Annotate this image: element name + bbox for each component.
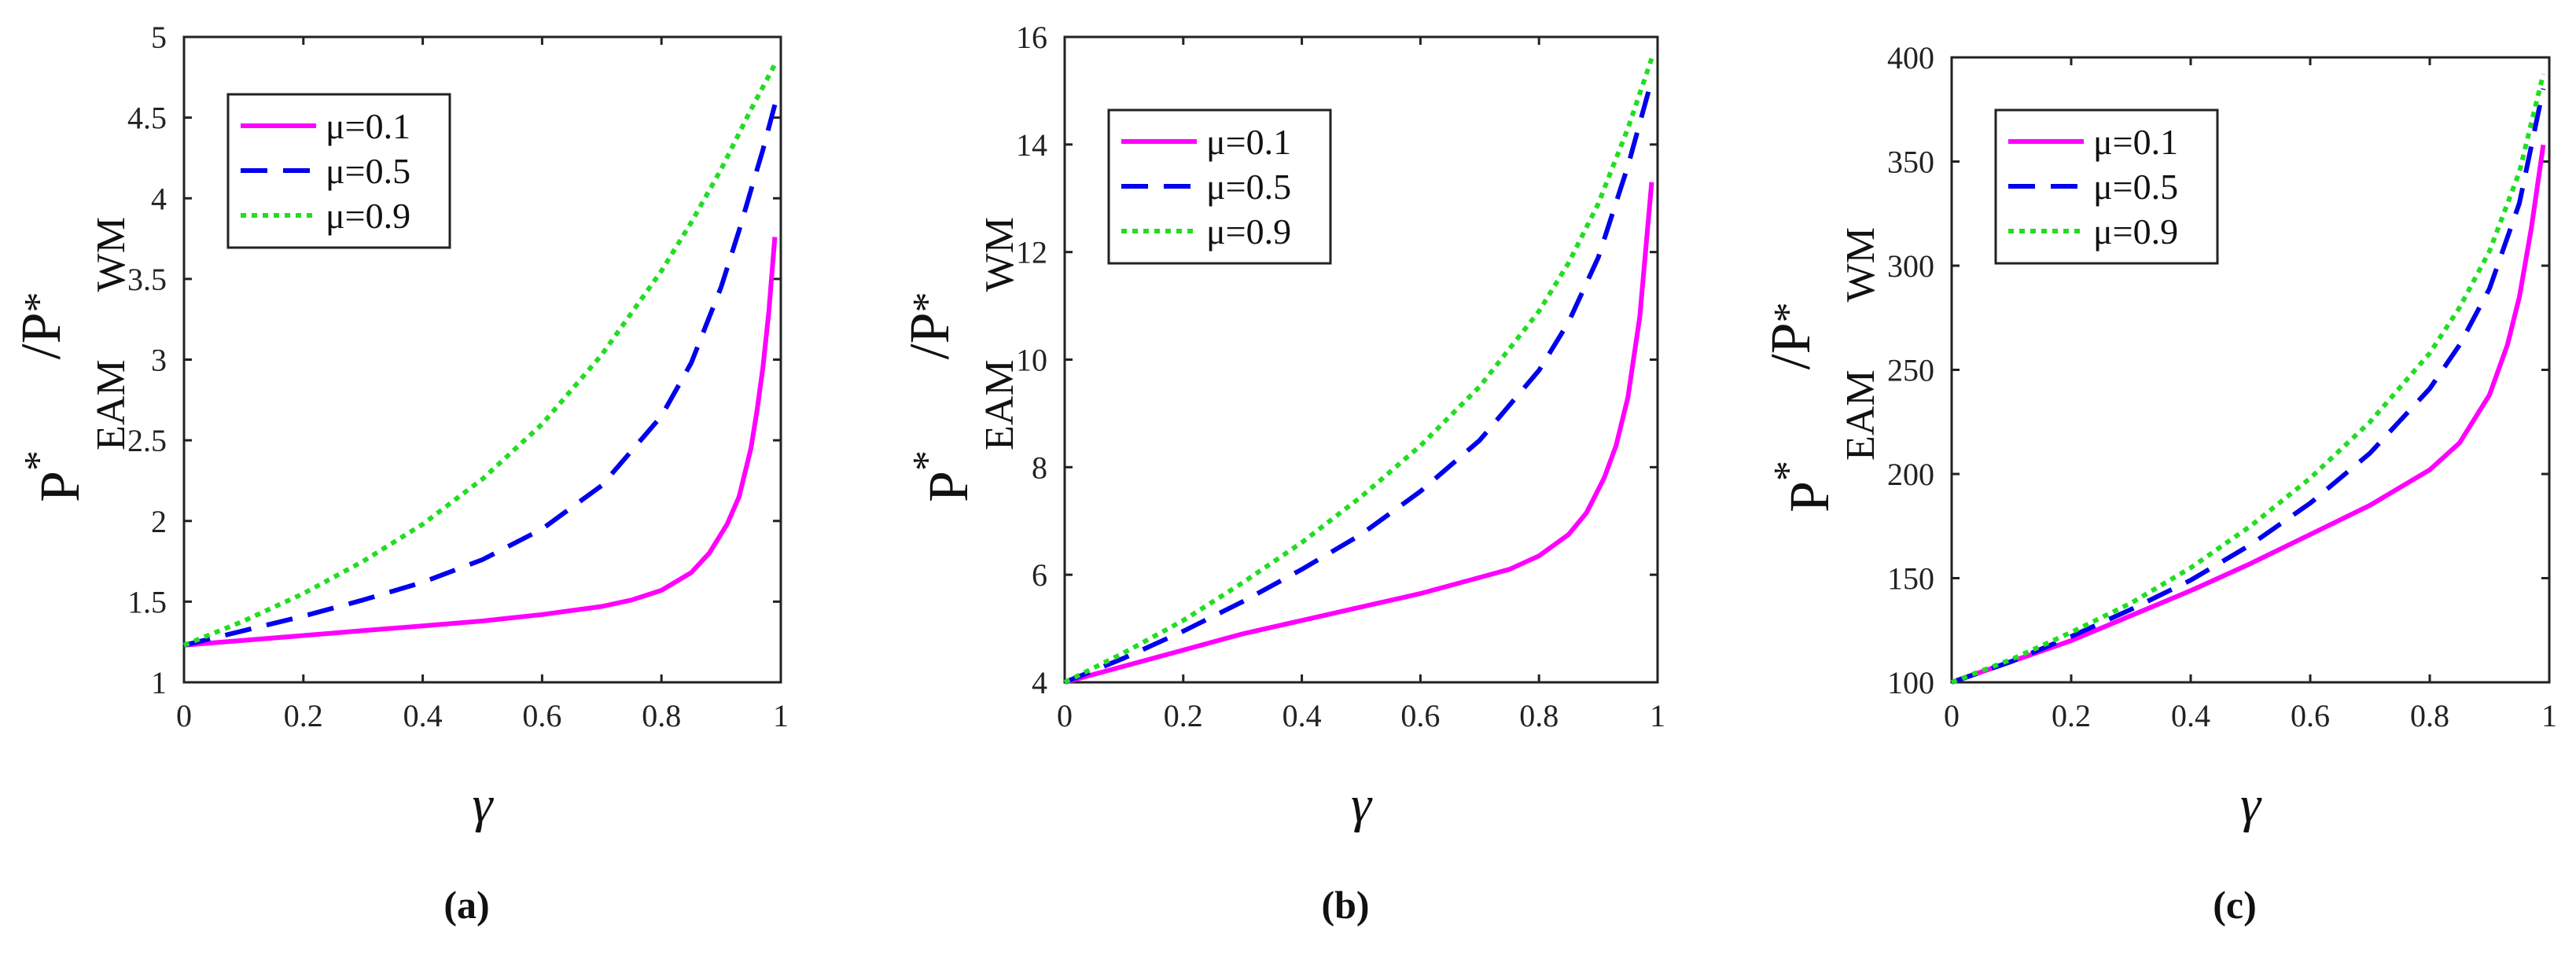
y-tick-label: 200 [1887,457,1934,492]
y-tick-label: 400 [1887,40,1934,75]
y-tick-label: 2 [151,504,167,539]
x-tick-label: 0.4 [1282,698,1322,733]
chart-panel-3: 0 0.2 0.4 0.6 0.8 1 100 150 200 250 300 350 400 μ=0.1… [1759,40,2557,927]
series-line-1 [1951,144,2546,685]
y-tick-label: 2.5 [127,423,167,458]
x-tick-label: 0.2 [2052,698,2091,733]
y-tick-label: 16 [1016,20,1047,55]
y-tick-label: 250 [1887,353,1934,388]
series-line-3 [1063,57,1654,685]
legend-entry: μ=0.9 [1206,211,1291,252]
y-label-part-sub2: WM [977,217,1022,292]
x-tick-label: 0.6 [522,698,561,733]
legend: μ=0.1 μ=0.5μ=0.9 [1107,108,1332,265]
y-label-part-star1: * [905,450,950,471]
x-tick-label: 0.6 [1400,698,1440,733]
y-label-part-star2: * [905,292,950,312]
y-label-part-star2: * [1766,302,1811,322]
x-tick-label: 0.8 [2410,698,2449,733]
y-label-part-sub1: EAM [89,359,134,450]
panel-label: (c) [2213,883,2257,927]
panel-label: (a) [443,883,489,927]
y-tick-label: 150 [1887,561,1934,597]
y-label-part-slash: /P [9,312,72,359]
legend-entry: μ=0.9 [326,196,410,236]
y-tick-label: 100 [1887,665,1934,700]
legend-entry: μ=0.9 [2093,211,2178,252]
x-tick-label: 0 [1057,698,1073,733]
legend-entry: μ=0.1 [326,106,410,146]
chart-panel-2: 0 0.2 0.4 0.6 0.8 146810121416μ=0.1μ=0.5μ=0.9… [898,20,1665,927]
x-tick-label: 0.4 [403,698,443,733]
x-tick-label: 0.8 [1519,698,1558,733]
series-line-3 [1950,73,2546,685]
y-label-part-sub1: EAM [1838,369,1883,461]
y-label-part-p1: P [1778,481,1841,513]
legend: μ=0.1 μ=0.5μ=0.9 [1994,108,2219,265]
legend-box [226,93,451,249]
y-label-part-slash: /P [898,312,961,359]
y-tick-label: 1 [151,665,167,700]
y-tick-label: 3 [151,343,167,378]
y-axis-label: P*EAM/P*WM [9,217,134,502]
x-tick-label: 0 [1944,698,1960,733]
y-label-part-sub2: WM [89,217,134,292]
x-axis-label: γ [472,776,494,833]
legend: μ=0.1 μ=0.5 μ=0.9 [226,93,451,249]
y-label-part-p1: P [28,471,91,502]
y-tick-label: 350 [1887,145,1934,180]
y-tick-label: 4.5 [127,101,167,136]
x-tick-label: 0.2 [284,698,323,733]
y-tick-label: 6 [1032,557,1047,593]
y-tick-label: 8 [1032,450,1047,485]
x-tick-label: 0.8 [642,698,681,733]
y-tick-label: 4 [1032,665,1047,700]
y-tick-label: 14 [1016,127,1047,163]
legend-entry: μ=0.5 [2093,167,2178,207]
y-tick-label: 1.5 [127,584,167,619]
y-label-part-sub2: WM [1838,227,1883,302]
y-label-part-p1: P [917,471,980,502]
legend-entry: μ=0.5 [1206,167,1291,207]
y-tick-label: 12 [1016,235,1047,270]
x-tick-label: 0.2 [1164,698,1203,733]
y-tick-label: 10 [1016,343,1047,378]
y-label-part-star1: * [17,450,61,471]
y-axis-label: P*EAM/P*WM [898,217,1022,502]
series-line-1 [1064,182,1654,685]
y-label-part-sub1: EAM [977,359,1022,450]
panel-label: (b) [1321,883,1369,927]
x-tick-label: 0 [176,698,192,733]
legend-entry: μ=0.5 [326,151,410,191]
x-tick-label: 1 [1650,698,1665,733]
x-tick-label: 1 [2541,698,2557,733]
y-tick-label: 5 [151,20,167,55]
x-tick-label: 1 [773,698,789,733]
series-line-2 [183,104,778,648]
y-label-part-slash: /P [1759,322,1822,369]
legend-entry: μ=0.1 [2093,122,2178,162]
x-tick-label: 0.6 [2291,698,2330,733]
y-label-part-star2: * [17,292,61,312]
y-axis-label: P*EAM/P*WM [1759,227,1883,513]
y-tick-label: 4 [151,181,167,216]
y-tick-label: 300 [1887,248,1934,284]
y-tick-label: 3.5 [127,262,167,297]
x-tick-label: 0.4 [2171,698,2210,733]
legend-entry: μ=0.1 [1206,122,1291,162]
series-line-1 [183,237,778,648]
x-axis-label: γ [1351,776,1373,833]
x-axis-label: γ [2240,776,2262,833]
series-line-2 [1063,79,1654,685]
y-label-part-star1: * [1766,461,1811,481]
series-line-2 [1951,88,2546,685]
chart-panel-1: 0 0.2 0.4 0.6 0.8 111.522.533.544.55μ=0.1μ=0.… [9,20,789,927]
